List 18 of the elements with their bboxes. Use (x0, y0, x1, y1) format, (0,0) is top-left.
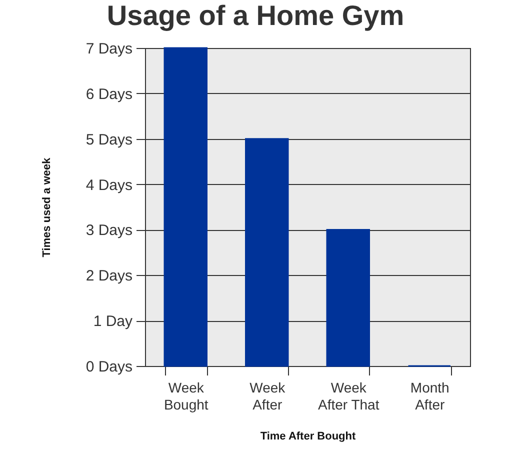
x-tick-label: Week After That (318, 380, 380, 412)
bar (326, 228, 370, 367)
bar (164, 47, 208, 367)
x-tick-label: Month After (410, 380, 450, 412)
y-tick-label: 2 Days (86, 268, 132, 285)
y-tick-label: 6 Days (86, 86, 132, 103)
y-tick-label: 7 Days (86, 40, 132, 58)
y-tick-label: 1 Day (93, 313, 133, 330)
y-tick-label: 5 Days (86, 131, 132, 148)
x-axis-title: Time After Bought (260, 430, 356, 442)
bar (245, 138, 289, 367)
x-tick-label: Week Bought (164, 380, 208, 412)
y-tick-label: 0 Days (86, 358, 132, 376)
x-tick-label: Week After (250, 380, 286, 412)
chart-title: Usage of a Home Gym (106, 0, 404, 31)
y-tick-label: 3 Days (86, 222, 132, 240)
y-axis-title: Times used a week (40, 156, 53, 258)
y-tick-label: 4 Days (86, 176, 132, 194)
